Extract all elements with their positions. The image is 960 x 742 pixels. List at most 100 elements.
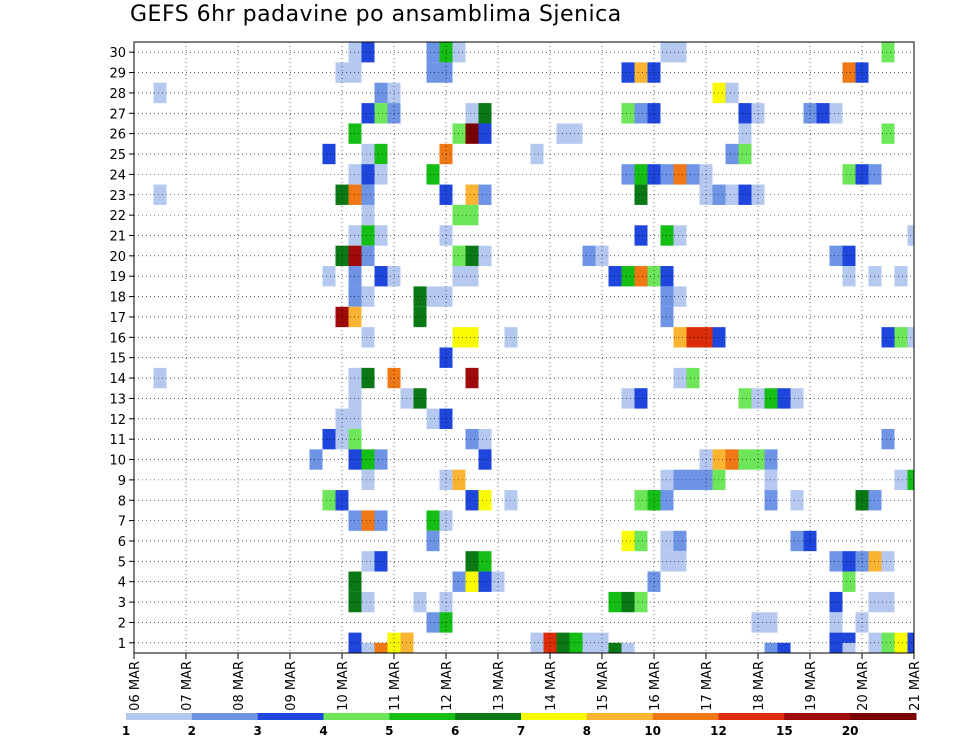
heatmap-cell — [478, 103, 492, 124]
heatmap-cell — [829, 245, 843, 267]
heatmap-cell — [881, 632, 895, 653]
cells-layer — [153, 42, 914, 653]
y-tick-label: 22 — [109, 209, 126, 224]
colorbar-label: 6 — [451, 724, 459, 738]
colorbar-swatch — [521, 713, 588, 720]
colorbar-swatch — [850, 713, 917, 720]
heatmap-cell — [361, 286, 375, 307]
chart-title: GEFS 6hr padavine po ansamblima Sjenica — [130, 2, 622, 27]
y-tick-label: 1 — [118, 637, 126, 652]
heatmap-cell — [413, 388, 427, 409]
heatmap-cell — [673, 551, 687, 572]
x-tick-label: 18 MAR — [752, 661, 767, 711]
y-tick-label: 6 — [118, 535, 126, 550]
heatmap-cell — [374, 551, 388, 572]
heatmap-cell — [725, 143, 739, 165]
heatmap-cell — [881, 551, 895, 572]
x-tick-label: 19 MAR — [804, 661, 819, 711]
colorbar-swatch — [455, 713, 522, 720]
plot-frame — [133, 41, 915, 654]
x-tick-label: 14 MAR — [544, 661, 559, 711]
y-tick-label: 12 — [109, 413, 126, 428]
heatmap-cell — [153, 184, 167, 205]
heatmap-cell — [478, 449, 492, 470]
y-tick-label: 13 — [109, 392, 126, 407]
y-tick-label: 27 — [109, 107, 126, 122]
y-tick-label: 15 — [109, 352, 126, 367]
heatmap-cell — [465, 327, 479, 348]
heatmap-cell — [738, 143, 752, 165]
colorbar-label: 10 — [644, 724, 661, 738]
heatmap-cell — [322, 490, 336, 511]
heatmap-cell — [413, 306, 427, 328]
heatmap-cell — [569, 123, 583, 144]
heatmap-cell — [374, 103, 388, 124]
heatmap-cell — [790, 388, 804, 409]
colorbar-swatch — [191, 713, 259, 720]
colorbar-label: 3 — [253, 724, 261, 738]
heatmap-cell — [478, 428, 492, 450]
heatmap-cell — [153, 367, 167, 389]
colorbar-label: 2 — [188, 724, 196, 738]
y-tick-label: 23 — [109, 189, 126, 204]
heatmap-cell — [478, 245, 492, 267]
heatmap-cell — [465, 551, 479, 572]
heatmap-cell — [738, 388, 752, 409]
heatmap-cell — [829, 591, 843, 613]
heatmap-cell — [829, 612, 843, 633]
heatmap-cell — [322, 266, 336, 287]
heatmap-cell — [842, 164, 856, 185]
heatmap-cell — [361, 551, 375, 572]
heatmap-cell — [881, 123, 895, 144]
heatmap-cell — [374, 225, 388, 246]
heatmap-cell — [465, 367, 479, 389]
heatmap-cell — [686, 327, 700, 348]
heatmap-cell — [842, 245, 856, 267]
heatmap-cell — [530, 632, 544, 653]
heatmap-cell — [361, 469, 375, 491]
heatmap-cell — [361, 510, 375, 531]
heatmap-cell — [634, 62, 648, 83]
heatmap-cell — [621, 530, 635, 552]
x-tick-label: 06 MAR — [128, 661, 143, 711]
heatmap-cell — [426, 530, 440, 552]
y-tick-label: 7 — [118, 515, 126, 530]
heatmap-cell — [621, 164, 635, 185]
x-tick-label: 17 MAR — [700, 661, 715, 711]
colorbar-label: 4 — [319, 724, 327, 738]
heatmap-cell — [829, 551, 843, 572]
x-tick-label: 08 MAR — [232, 661, 247, 711]
x-tick-label: 21 MAR — [908, 661, 923, 711]
heatmap-cell — [153, 82, 167, 104]
heatmap-cell — [478, 184, 492, 205]
heatmap-cell — [374, 510, 388, 531]
y-tick-label: 28 — [109, 87, 126, 102]
heatmap-cell — [361, 103, 375, 124]
x-tick-label: 09 MAR — [284, 661, 299, 711]
heatmap-cell — [569, 632, 583, 653]
grid-layer — [133, 42, 915, 653]
heatmap-cell — [842, 266, 856, 287]
y-tick-label: 29 — [109, 67, 126, 82]
heatmap-cell — [621, 388, 635, 409]
heatmap-cell — [374, 143, 388, 165]
y-tick-label: 5 — [118, 555, 126, 570]
heatmap-cell — [465, 428, 479, 450]
heatmap-cell — [777, 642, 791, 653]
heatmap-cell — [478, 123, 492, 144]
x-tick-label: 13 MAR — [492, 661, 507, 711]
heatmap-cell — [465, 245, 479, 267]
colorbar-swatch — [323, 713, 390, 720]
colorbar-label: 20 — [842, 724, 859, 738]
x-tick-label: 15 MAR — [596, 661, 611, 711]
heatmap-cell — [894, 266, 908, 287]
x-tick-label: 11 MAR — [388, 661, 403, 711]
heatmap-cell — [582, 245, 596, 267]
heatmap-cell — [673, 42, 687, 63]
y-tick-label: 21 — [109, 229, 126, 244]
colorbar-swatch — [586, 713, 654, 720]
heatmap-cell — [634, 164, 648, 185]
heatmap-cell — [621, 266, 635, 287]
y-tick-label: 10 — [109, 454, 126, 469]
heatmap-cell — [673, 286, 687, 307]
